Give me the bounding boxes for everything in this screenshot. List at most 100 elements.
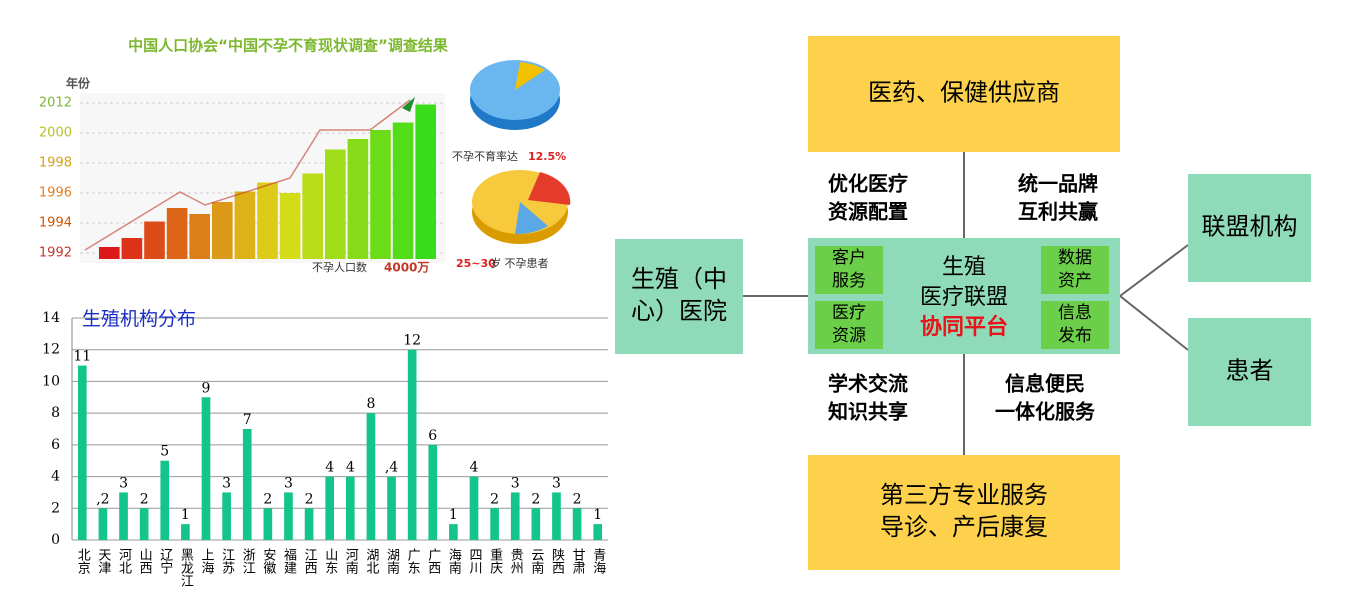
module-box-text: 资产 <box>1058 271 1092 291</box>
x-tick-label: 陕西 <box>549 548 565 574</box>
module-box-text: 发布 <box>1058 326 1092 346</box>
y-tick-label: 10 <box>42 373 60 389</box>
y-tick-label: 8 <box>51 405 60 421</box>
bar <box>490 508 499 540</box>
module-box-text: 资源 <box>832 326 866 346</box>
y-tick-label: 0 <box>51 532 60 548</box>
pie-slice <box>515 62 545 90</box>
value-label: 2 <box>490 491 499 507</box>
pie-label: 不孕不育率达 <box>452 149 518 163</box>
bar <box>212 202 233 259</box>
module-box-text: 客户 <box>832 248 866 268</box>
value-label: 4 <box>325 460 334 476</box>
bar <box>347 139 369 259</box>
left-box <box>615 239 743 354</box>
bar <box>302 173 323 259</box>
module-box <box>1041 246 1109 294</box>
x-tick-label: 北京 <box>75 548 91 574</box>
value-label: 3 <box>552 475 561 491</box>
bar <box>222 492 231 540</box>
x-tick-label: 山西 <box>137 548 153 574</box>
quadrant-text: 一体化服务 <box>995 400 1096 424</box>
top-box-text: 医药、保健供应商 <box>868 79 1060 107</box>
value-label: 2 <box>573 491 582 507</box>
value-label: 3 <box>119 475 128 491</box>
annotation-value: 4000万 <box>384 261 429 275</box>
quadrant-text: 学术交流 <box>828 372 908 396</box>
y-tick-label: 2 <box>51 500 60 516</box>
x-tick-label: 河北 <box>116 548 131 575</box>
y-tick-label: 12 <box>42 342 60 358</box>
module-box-text: 医疗 <box>832 303 866 323</box>
module-box-text: 服务 <box>832 271 866 291</box>
x-tick-label: 天津 <box>95 548 111 574</box>
bar <box>552 492 561 540</box>
bar <box>531 508 541 540</box>
x-tick-label: 贵州 <box>508 548 524 574</box>
y-tick-label: 1994 <box>39 216 72 231</box>
x-tick-label: 湖北 <box>363 548 379 575</box>
bar <box>284 492 293 540</box>
module-box-text: 数据 <box>1058 248 1092 268</box>
x-tick-label: 河南 <box>343 548 359 574</box>
right-box-text: 联盟机构 <box>1202 213 1298 241</box>
bar <box>160 460 170 540</box>
bar <box>572 508 582 540</box>
x-tick-label: 江苏 <box>219 548 235 574</box>
chart-title: 生殖机构分布 <box>82 308 196 330</box>
x-tick-label: 福建 <box>281 548 297 575</box>
value-label: 1 <box>593 507 602 523</box>
pie-label-value: 12.5% <box>528 150 566 163</box>
y-tick-label: 14 <box>42 310 60 326</box>
bar <box>370 130 391 259</box>
y-tick-label: 1992 <box>39 246 72 261</box>
x-tick-label: 江西 <box>302 548 318 574</box>
x-tick-label: 广西 <box>425 548 441 574</box>
x-tick-label: 云南 <box>528 548 544 574</box>
center-text: 协同平台 <box>920 314 1008 340</box>
quadrant-text: 优化医疗 <box>828 172 908 196</box>
x-tick-label: 浙江 <box>240 548 256 574</box>
quadrant-text: 资源配置 <box>828 200 908 224</box>
connector <box>1119 244 1189 297</box>
value-label: ,2 <box>96 491 109 507</box>
bottom-box <box>808 455 1120 570</box>
x-tick-label: 山东 <box>322 548 338 574</box>
bar <box>181 524 190 540</box>
x-tick-label: 黑龙江 <box>178 548 194 587</box>
value-label: 4 <box>470 460 479 476</box>
y-tick-label: 4 <box>51 469 60 485</box>
value-label: 2 <box>263 491 272 507</box>
bar <box>263 508 273 540</box>
bar <box>415 104 436 259</box>
x-tick-label: 甘肃 <box>570 548 586 574</box>
center-text: 医疗联盟 <box>920 285 1008 310</box>
bar <box>279 193 301 259</box>
module-box <box>815 301 883 349</box>
chart-title: 中国人口协会“中国不孕不育现状调查”调查结果 <box>128 37 449 55</box>
value-label: 5 <box>160 444 169 460</box>
value-label: 3 <box>222 475 231 491</box>
left-box-text: 心）医院 <box>631 297 727 325</box>
pie-slice <box>528 172 571 205</box>
module-box-text: 信息 <box>1058 303 1092 323</box>
x-tick-label: 重庆 <box>487 547 503 574</box>
value-label: 1 <box>449 507 458 523</box>
bar <box>449 524 458 540</box>
bar <box>98 508 108 540</box>
bar <box>121 238 143 259</box>
bar <box>304 508 314 540</box>
bar <box>99 247 120 259</box>
trend-arrow <box>402 97 415 112</box>
left-box-text: 生殖（中 <box>631 265 727 293</box>
bar <box>325 149 346 259</box>
bar <box>201 397 211 540</box>
annotation: 不孕人口数 <box>312 261 367 274</box>
bar <box>392 122 414 259</box>
y-tick-label: 1996 <box>39 186 72 201</box>
bar <box>345 476 355 540</box>
quadrant-text: 知识共享 <box>828 400 908 424</box>
trend-line <box>84 99 411 251</box>
bar <box>387 476 396 540</box>
bar <box>234 191 256 259</box>
